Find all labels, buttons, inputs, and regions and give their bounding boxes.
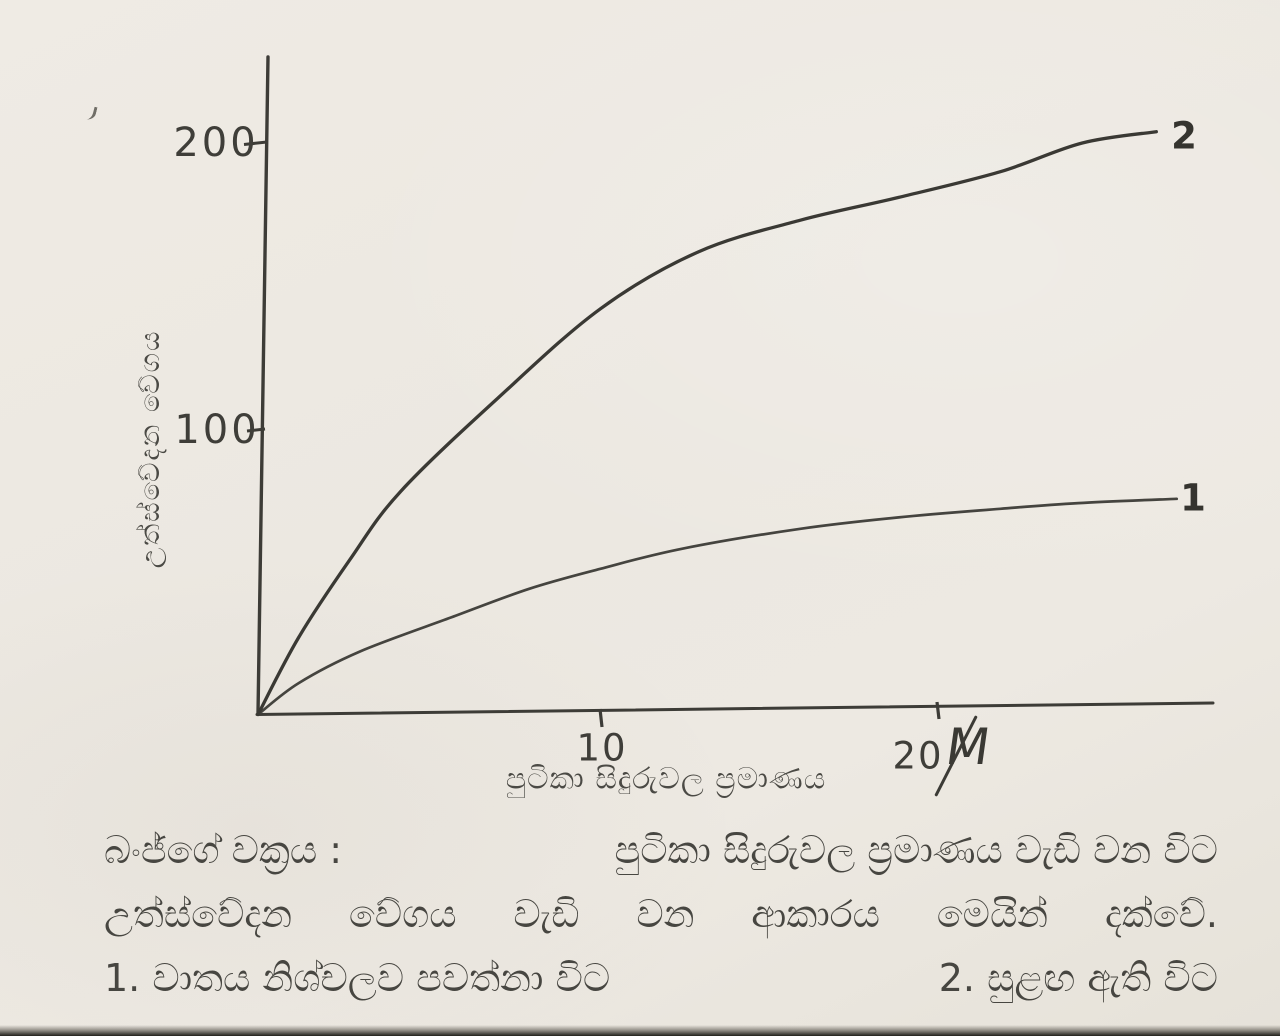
y-tick-label-200: 200 xyxy=(173,120,259,166)
scan-bottom-edge xyxy=(0,1025,1280,1036)
caption-line-3: 1. වාතය නිශ්චලව පවත්නා විට 2. සුළඟ ඇති ව… xyxy=(104,946,1218,1010)
caption-figure-title: බංජ්ගේ වක්‍රය : xyxy=(104,828,343,872)
curve-2-line xyxy=(256,130,1158,717)
x-axis-line xyxy=(255,701,1215,716)
caption-line-1: බංජ්ගේ වක්‍රය : පුටිකා සිදුරුවල ප්‍රමාණය… xyxy=(104,818,1218,882)
y-axis-line xyxy=(256,55,270,716)
x-axis-title: පුටිකා සිදුරුවල ප්‍රමාණය xyxy=(505,761,827,797)
x-tick-label-10: 10 xyxy=(576,726,628,770)
caption-line-1-text: පුටිකා සිදුරුවල ප්‍රමාණය වැඩි වන විට xyxy=(614,828,1218,872)
x-tick-label-20: 20 xyxy=(892,734,944,778)
curve-2-label: 2 xyxy=(1171,114,1197,158)
curve-1-label: 1 xyxy=(1180,476,1206,520)
caption-line-2: උත්ස්වේදන වේගය වැඩි වන ආකාරය මෙයින් දක්ව… xyxy=(104,892,1218,936)
y-axis-title: උත්ස්වේදන වේගය xyxy=(135,329,166,569)
figure-caption: බංජ්ගේ වක්‍රය : පුටිකා සිදුරුවල ප්‍රමාණය… xyxy=(104,818,1218,1010)
y-tick-label-100: 100 xyxy=(174,407,260,453)
curve-1-line xyxy=(256,497,1179,716)
legend-item-2: 2. සුළඟ ඇති විට xyxy=(938,956,1218,1000)
legend-item-1: 1. වාතය නිශ්චලව පවත්නා විට xyxy=(104,956,611,1000)
x-tick-10 xyxy=(598,708,604,728)
x-tick-20 xyxy=(935,701,941,720)
y-tick-200 xyxy=(243,140,268,146)
y-tick-100 xyxy=(246,427,266,433)
